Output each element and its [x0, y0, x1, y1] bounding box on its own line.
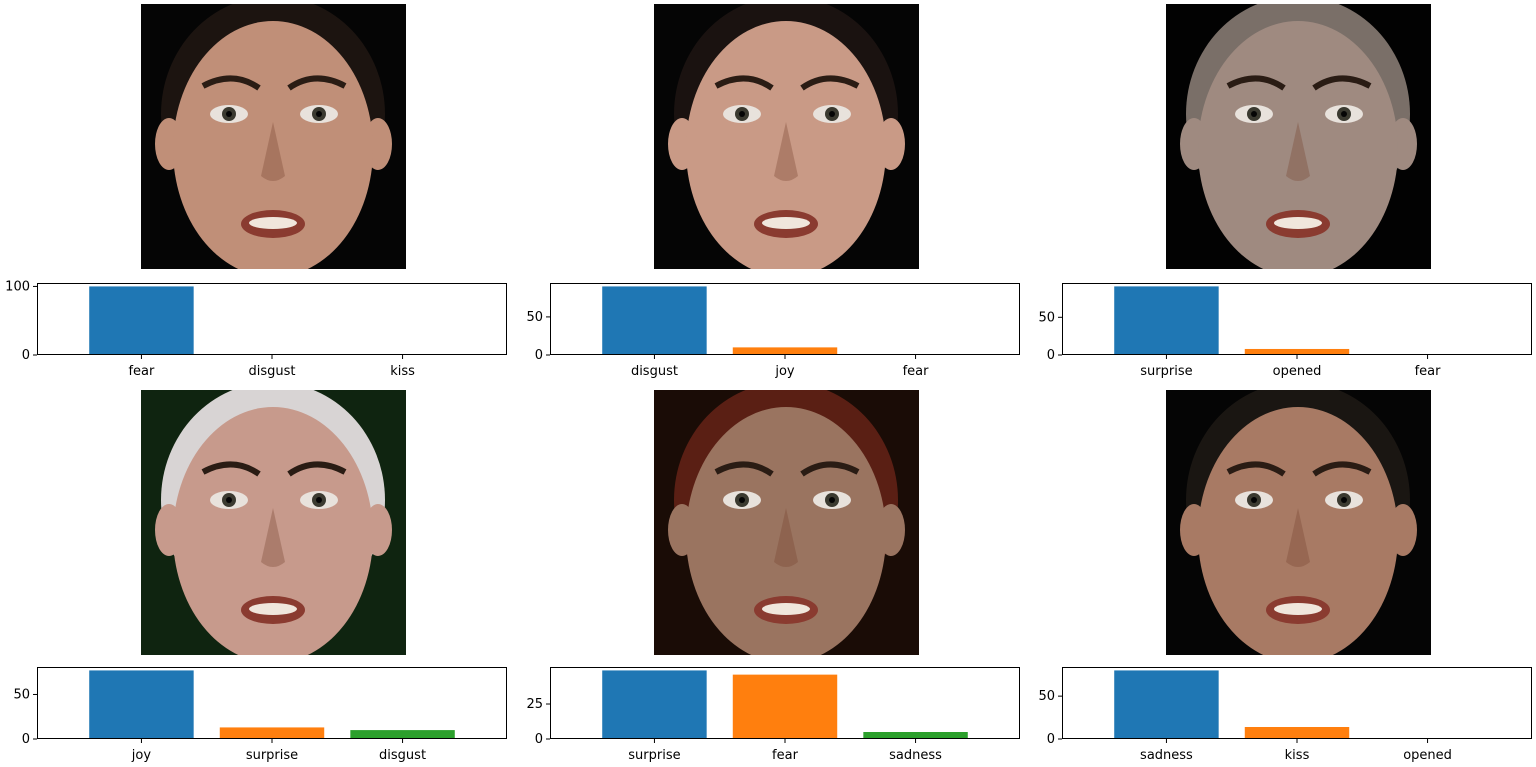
bar-chart-5: 0 25 surprise fear sadness [526, 667, 1020, 767]
x-tick-label-opened: opened [1403, 748, 1452, 763]
bar-disgust [602, 286, 707, 355]
face-illustration [141, 390, 406, 655]
x-tick-label-joy: joy [131, 748, 152, 763]
y-tick-label: 0 [1047, 348, 1055, 363]
face-photo-6 [1166, 390, 1431, 655]
face-illustration [1166, 390, 1431, 655]
x-tick-label-surprise: surprise [1140, 364, 1192, 379]
face-illustration [654, 4, 919, 269]
bar-sadness [1114, 670, 1219, 739]
x-tick-label-kiss: kiss [1285, 748, 1310, 763]
axes-frame [37, 667, 507, 739]
bar-chart-svg: 0 50 sadness kiss opened [1038, 667, 1532, 763]
x-tick-label-fear: fear [772, 748, 799, 763]
y-tick-label: 50 [1038, 310, 1055, 325]
y-tick-label: 100 [5, 279, 30, 294]
y-tick-label: 0 [22, 732, 30, 747]
bar-joy [89, 670, 194, 739]
bar-chart-6: 0 50 sadness kiss opened [1038, 667, 1532, 767]
bar-chart-svg: 0 50 disgust joy fear [526, 283, 1020, 379]
x-tick-label-fear: fear [1415, 364, 1442, 379]
x-tick-label-joy: joy [774, 364, 795, 379]
x-tick-label-disgust: disgust [249, 364, 296, 379]
x-tick-label-surprise: surprise [628, 748, 680, 763]
face-illustration [1166, 4, 1431, 269]
x-tick-label-kiss: kiss [390, 364, 415, 379]
y-tick-label: 0 [535, 732, 543, 747]
face-illustration [141, 4, 406, 269]
face-photo-3 [1166, 4, 1431, 269]
axes-frame [1062, 667, 1532, 739]
face-photo-5 [654, 390, 919, 655]
axes-frame [1062, 283, 1532, 355]
axes-frame [550, 667, 1020, 739]
bar-chart-1: 0 100 fear disgust kiss [5, 279, 507, 383]
y-tick-label: 0 [535, 348, 543, 363]
x-tick-label-surprise: surprise [246, 748, 298, 763]
bar-chart-4: 0 50 joy surprise disgust [13, 667, 507, 767]
bar-disgust [350, 730, 455, 739]
bar-fear [732, 674, 838, 739]
y-tick-label: 50 [13, 687, 30, 702]
x-tick-label-fear: fear [903, 364, 930, 379]
bar-chart-2: 0 50 disgust joy fear [526, 283, 1020, 383]
y-tick-label: 50 [1038, 689, 1055, 704]
face-photo-4 [141, 390, 406, 655]
bar-chart-3: 0 50 surprise opened fear [1038, 283, 1532, 383]
x-tick-label-sadness: sadness [1140, 748, 1193, 763]
x-tick-label-disgust: disgust [379, 748, 426, 763]
bar-surprise [1114, 286, 1219, 355]
bar-chart-svg: 0 25 surprise fear sadness [526, 667, 1020, 763]
x-tick-label-sadness: sadness [889, 748, 942, 763]
bar-sadness [863, 732, 968, 739]
y-tick-label: 25 [526, 697, 543, 712]
x-tick-label-opened: opened [1273, 364, 1322, 379]
bar-fear [89, 286, 194, 355]
x-tick-label-disgust: disgust [631, 364, 678, 379]
x-tick-label-fear: fear [128, 364, 155, 379]
face-photo-1 [141, 4, 406, 269]
y-tick-label: 0 [1047, 732, 1055, 747]
face-illustration [654, 390, 919, 655]
bar-chart-svg: 0 50 surprise opened fear [1038, 283, 1532, 379]
bar-kiss [1244, 727, 1350, 739]
axes-frame [550, 283, 1020, 355]
bar-chart-svg: 0 100 fear disgust kiss [5, 279, 507, 379]
y-tick-label: 50 [526, 310, 543, 325]
axes-frame [37, 283, 507, 355]
face-photo-2 [654, 4, 919, 269]
bar-joy [732, 347, 838, 355]
y-tick-label: 0 [22, 348, 30, 363]
bar-opened [1244, 348, 1350, 355]
bar-chart-svg: 0 50 joy surprise disgust [13, 667, 507, 763]
bar-surprise [219, 727, 325, 739]
bar-surprise [602, 670, 707, 739]
